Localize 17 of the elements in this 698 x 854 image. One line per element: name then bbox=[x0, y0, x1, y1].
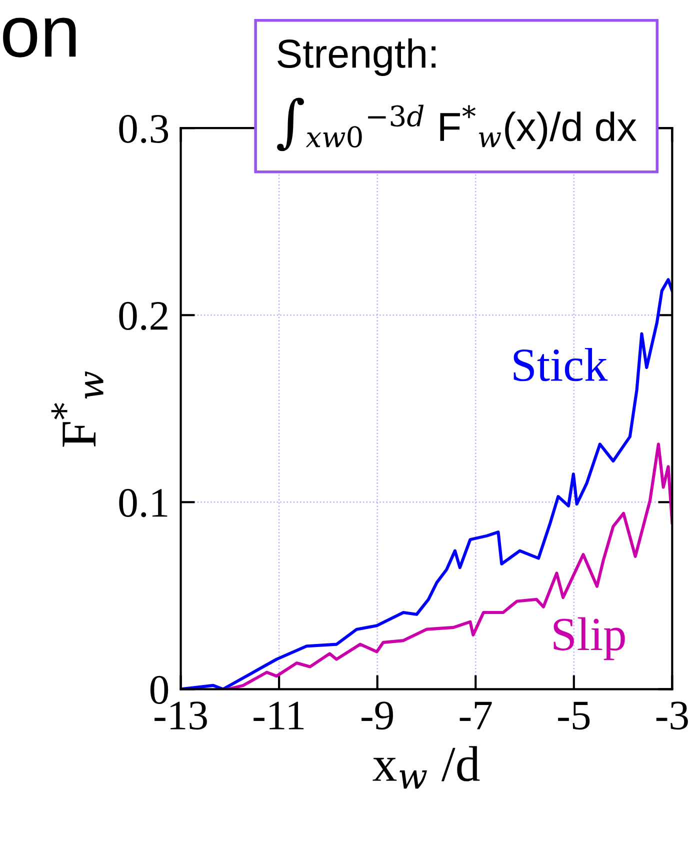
x-tick-label: -5 bbox=[558, 702, 590, 730]
x-tick-label: -13 bbox=[154, 702, 207, 730]
line-series bbox=[226, 442, 672, 690]
x-axis-title: x$_{w}$ /d bbox=[372, 746, 480, 789]
x-tick-label: -9 bbox=[362, 702, 393, 730]
x-tick-label: -7 bbox=[460, 702, 492, 730]
y-tick-label: 0.1 bbox=[119, 488, 168, 518]
annotation: Strength: ∫$_{xw0}$$^{−3d}$ F$^{*}$$_{w}$(x)/d dx bbox=[277, 38, 636, 152]
x-tick-label: -3 bbox=[656, 702, 688, 730]
y-tick-label: 0.3 bbox=[119, 114, 168, 144]
y-tick-label: 0.2 bbox=[119, 302, 168, 330]
series-label: Slip bbox=[554, 617, 625, 660]
x-tick-label: -11 bbox=[254, 702, 304, 730]
y-tick-label: 0 bbox=[150, 676, 168, 704]
y-axis-title: F$^{*}$$_{w}$ bbox=[51, 371, 104, 447]
series-label: Stick bbox=[514, 348, 608, 382]
chart-title: on bbox=[3, 18, 76, 58]
